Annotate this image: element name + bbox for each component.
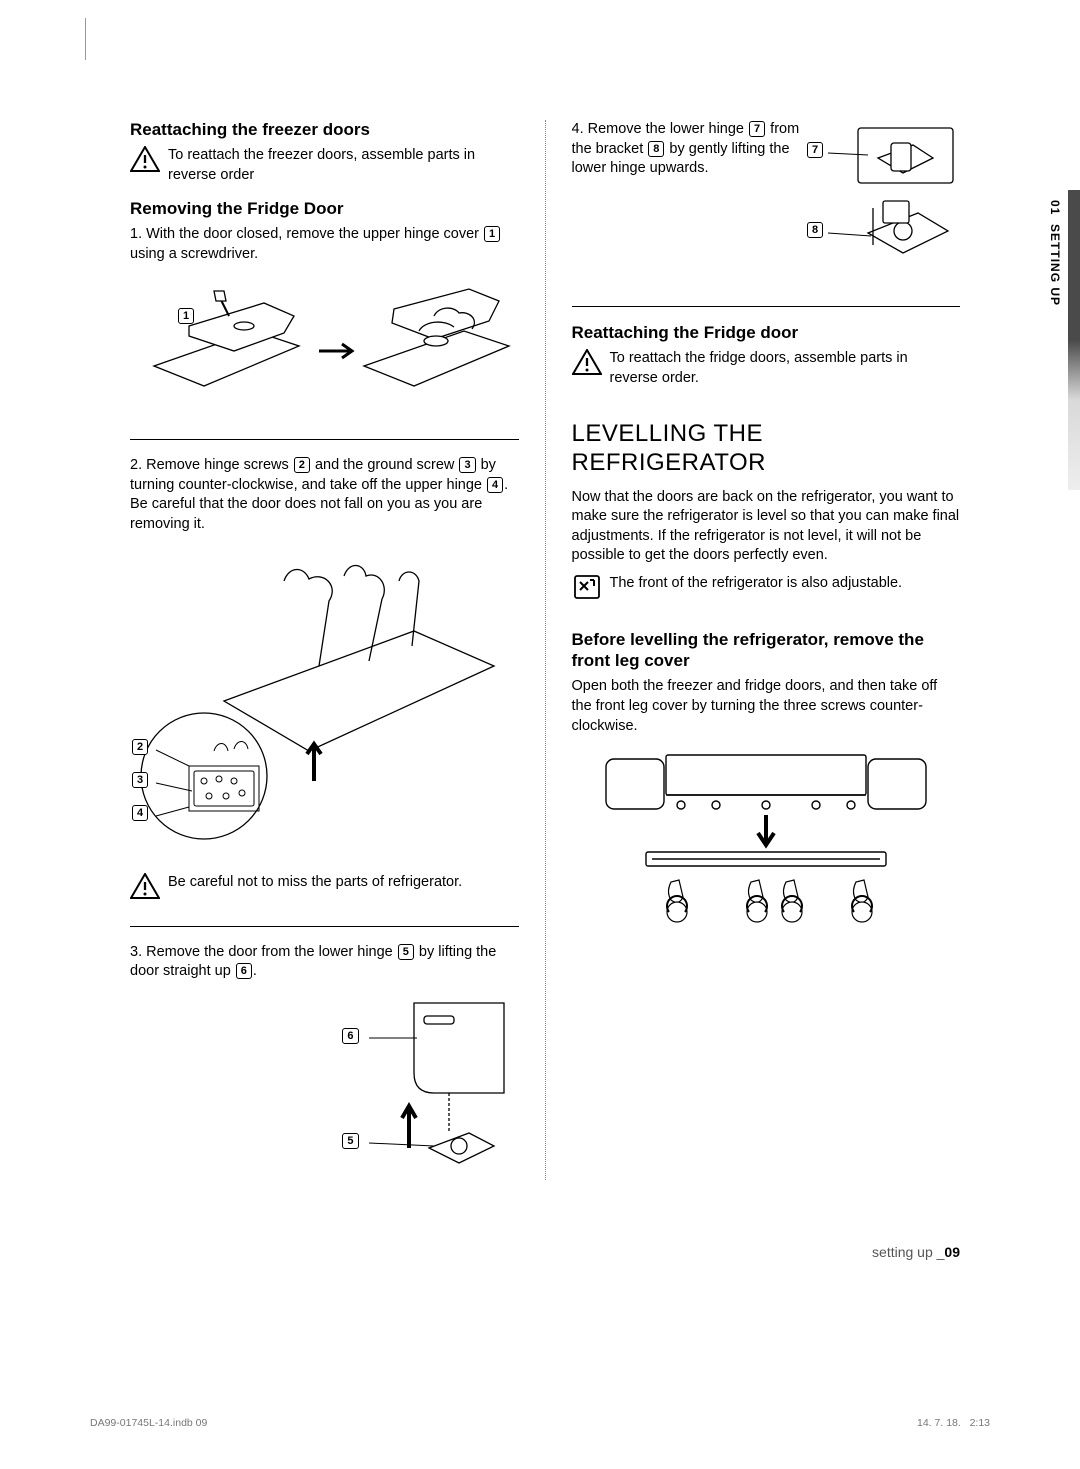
ref-3: 3	[459, 457, 475, 473]
levelling-paragraph: Now that the doors are back on the refri…	[572, 488, 961, 566]
side-tab: 01 SETTING UP	[1058, 190, 1080, 490]
callout-4: 4	[132, 805, 148, 821]
print-time: 2:13	[970, 1417, 990, 1429]
caution-parts: Be careful not to miss the parts of refr…	[168, 873, 462, 893]
note-icon	[572, 574, 602, 601]
rule	[130, 439, 519, 440]
right-column: 7 8 4. Remove the lower hinge 7 from the…	[572, 120, 961, 1260]
crop-marks	[85, 30, 995, 60]
callout-5: 5	[342, 1133, 358, 1149]
caution-icon	[130, 146, 160, 173]
heading-reattach-freezer: Reattaching the freezer doors	[130, 120, 519, 140]
page-footer: setting up _09	[872, 1244, 960, 1260]
heading-remove-fridge: Removing the Fridge Door	[130, 199, 519, 219]
callout-8: 8	[807, 222, 823, 238]
step-1: 1. With the door closed, remove the uppe…	[130, 225, 519, 264]
tab-number: 01	[1048, 200, 1062, 215]
callout-6: 6	[342, 1028, 358, 1044]
heading-levelling: LEVELLING THE REFRIGERATOR	[572, 420, 961, 478]
column-divider	[545, 120, 546, 1180]
ref-5: 5	[398, 944, 414, 960]
caution-icon	[572, 349, 602, 376]
print-footer: DA99-01745L-14.indb 09 14. 7. 18. 2:13	[90, 1417, 990, 1429]
ref-1: 1	[484, 226, 500, 242]
callout-3: 3	[132, 772, 148, 788]
heading-reattach-fridge: Reattaching the Fridge door	[572, 323, 961, 343]
figure-leg-cover	[572, 744, 961, 944]
page-content: Reattaching the freezer doors To reattac…	[130, 120, 960, 1260]
before-paragraph: Open both the freezer and fridge doors, …	[572, 677, 961, 736]
rule	[572, 306, 961, 307]
level-note: The front of the refrigerator is also ad…	[610, 574, 903, 594]
heading-before-levelling: Before levelling the refrigerator, remov…	[572, 629, 961, 672]
reattach-caution-text: To reattach the fridge doors, assemble p…	[610, 349, 961, 388]
callout-7: 7	[807, 142, 823, 158]
rule	[130, 926, 519, 927]
step-2: 2. Remove hinge screws 2 and the ground …	[130, 456, 519, 534]
figure-lower-hinge: 6 5	[130, 996, 519, 1176]
ref-4: 4	[487, 477, 503, 493]
figure-bracket: 7 8	[810, 120, 960, 280]
figure-hinge-screws: 2 3 4	[130, 549, 519, 859]
caution-icon	[130, 873, 160, 900]
print-date: 14. 7. 18.	[917, 1417, 961, 1429]
ref-7: 7	[749, 121, 765, 137]
tab-title: SETTING UP	[1048, 224, 1062, 306]
freezer-caution-text: To reattach the freezer doors, assemble …	[168, 146, 519, 185]
step-3: 3. Remove the door from the lower hinge …	[130, 943, 519, 982]
callout-1: 1	[178, 308, 194, 324]
ref-8: 8	[648, 141, 664, 157]
figure-hinge-cover: 1	[130, 278, 519, 413]
left-column: Reattaching the freezer doors To reattac…	[130, 120, 519, 1260]
ref-6: 6	[236, 963, 252, 979]
callout-2: 2	[132, 739, 148, 755]
ref-2: 2	[294, 457, 310, 473]
print-file: DA99-01745L-14.indb 09	[90, 1417, 207, 1429]
